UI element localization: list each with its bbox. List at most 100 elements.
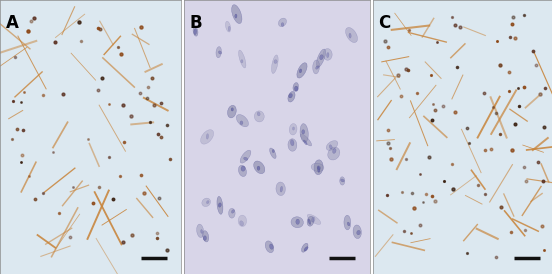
Point bbox=[9, 99, 18, 103]
Point bbox=[77, 39, 86, 44]
Ellipse shape bbox=[293, 83, 299, 91]
Point bbox=[463, 251, 471, 255]
Ellipse shape bbox=[297, 63, 307, 78]
Ellipse shape bbox=[312, 60, 320, 74]
Point bbox=[13, 127, 22, 132]
Ellipse shape bbox=[339, 177, 345, 185]
Point bbox=[492, 255, 501, 259]
Point bbox=[108, 196, 117, 201]
Point bbox=[514, 104, 523, 109]
Ellipse shape bbox=[304, 140, 307, 145]
Point bbox=[157, 135, 166, 139]
Ellipse shape bbox=[236, 115, 248, 127]
Point bbox=[384, 140, 392, 145]
Point bbox=[152, 236, 161, 240]
Ellipse shape bbox=[231, 210, 235, 213]
Ellipse shape bbox=[254, 161, 265, 174]
Point bbox=[153, 132, 162, 136]
Ellipse shape bbox=[290, 140, 294, 146]
Point bbox=[104, 155, 113, 159]
Ellipse shape bbox=[238, 215, 247, 227]
Point bbox=[155, 196, 163, 200]
Point bbox=[505, 70, 513, 74]
Point bbox=[428, 102, 437, 106]
Point bbox=[522, 178, 530, 183]
Point bbox=[416, 172, 424, 176]
Ellipse shape bbox=[316, 66, 319, 69]
Point bbox=[387, 157, 396, 161]
Point bbox=[116, 174, 125, 178]
Point bbox=[18, 153, 26, 157]
Ellipse shape bbox=[276, 182, 285, 196]
Ellipse shape bbox=[243, 157, 248, 160]
Point bbox=[95, 185, 104, 189]
Ellipse shape bbox=[219, 51, 221, 54]
Ellipse shape bbox=[332, 149, 336, 153]
Ellipse shape bbox=[307, 214, 321, 224]
Ellipse shape bbox=[240, 221, 243, 226]
Point bbox=[18, 128, 27, 132]
Ellipse shape bbox=[206, 134, 209, 139]
Point bbox=[16, 100, 25, 104]
Point bbox=[404, 28, 413, 33]
Ellipse shape bbox=[317, 166, 320, 172]
Point bbox=[419, 200, 428, 204]
Point bbox=[95, 27, 104, 32]
Point bbox=[540, 248, 549, 252]
Point bbox=[136, 173, 145, 177]
Point bbox=[50, 40, 59, 45]
Point bbox=[114, 45, 123, 49]
Ellipse shape bbox=[304, 247, 308, 251]
Ellipse shape bbox=[206, 201, 209, 204]
Point bbox=[68, 185, 77, 189]
Point bbox=[412, 90, 421, 95]
Point bbox=[30, 16, 39, 20]
Point bbox=[380, 39, 389, 43]
Point bbox=[407, 231, 416, 236]
Ellipse shape bbox=[353, 225, 362, 239]
Point bbox=[398, 190, 407, 194]
Point bbox=[66, 235, 75, 239]
Point bbox=[8, 136, 17, 141]
Point bbox=[88, 201, 97, 205]
Ellipse shape bbox=[231, 108, 233, 111]
Ellipse shape bbox=[235, 14, 237, 18]
Ellipse shape bbox=[296, 219, 300, 224]
Point bbox=[424, 154, 433, 159]
Point bbox=[118, 103, 127, 107]
Ellipse shape bbox=[349, 33, 351, 38]
Point bbox=[534, 159, 543, 164]
Text: C: C bbox=[379, 14, 391, 32]
Ellipse shape bbox=[274, 60, 277, 64]
Point bbox=[480, 192, 489, 196]
Point bbox=[23, 28, 32, 33]
Point bbox=[427, 72, 436, 77]
Ellipse shape bbox=[228, 26, 230, 31]
Ellipse shape bbox=[272, 55, 278, 73]
Ellipse shape bbox=[344, 215, 351, 230]
Point bbox=[150, 102, 159, 107]
Point bbox=[26, 19, 35, 23]
Point bbox=[487, 147, 496, 151]
Point bbox=[399, 229, 408, 233]
Point bbox=[401, 67, 410, 71]
Ellipse shape bbox=[299, 69, 302, 73]
Ellipse shape bbox=[229, 208, 235, 218]
Point bbox=[119, 240, 128, 245]
Ellipse shape bbox=[294, 86, 298, 91]
Point bbox=[421, 192, 430, 196]
Point bbox=[511, 36, 519, 41]
Point bbox=[496, 205, 505, 209]
Ellipse shape bbox=[197, 224, 204, 238]
Ellipse shape bbox=[257, 112, 260, 116]
Ellipse shape bbox=[217, 196, 223, 214]
Point bbox=[394, 73, 402, 77]
Point bbox=[55, 211, 63, 215]
Ellipse shape bbox=[311, 163, 324, 172]
Point bbox=[58, 92, 67, 97]
Point bbox=[143, 96, 152, 100]
Point bbox=[135, 91, 144, 96]
Point bbox=[396, 94, 405, 98]
Point bbox=[144, 85, 153, 89]
Ellipse shape bbox=[257, 166, 260, 170]
